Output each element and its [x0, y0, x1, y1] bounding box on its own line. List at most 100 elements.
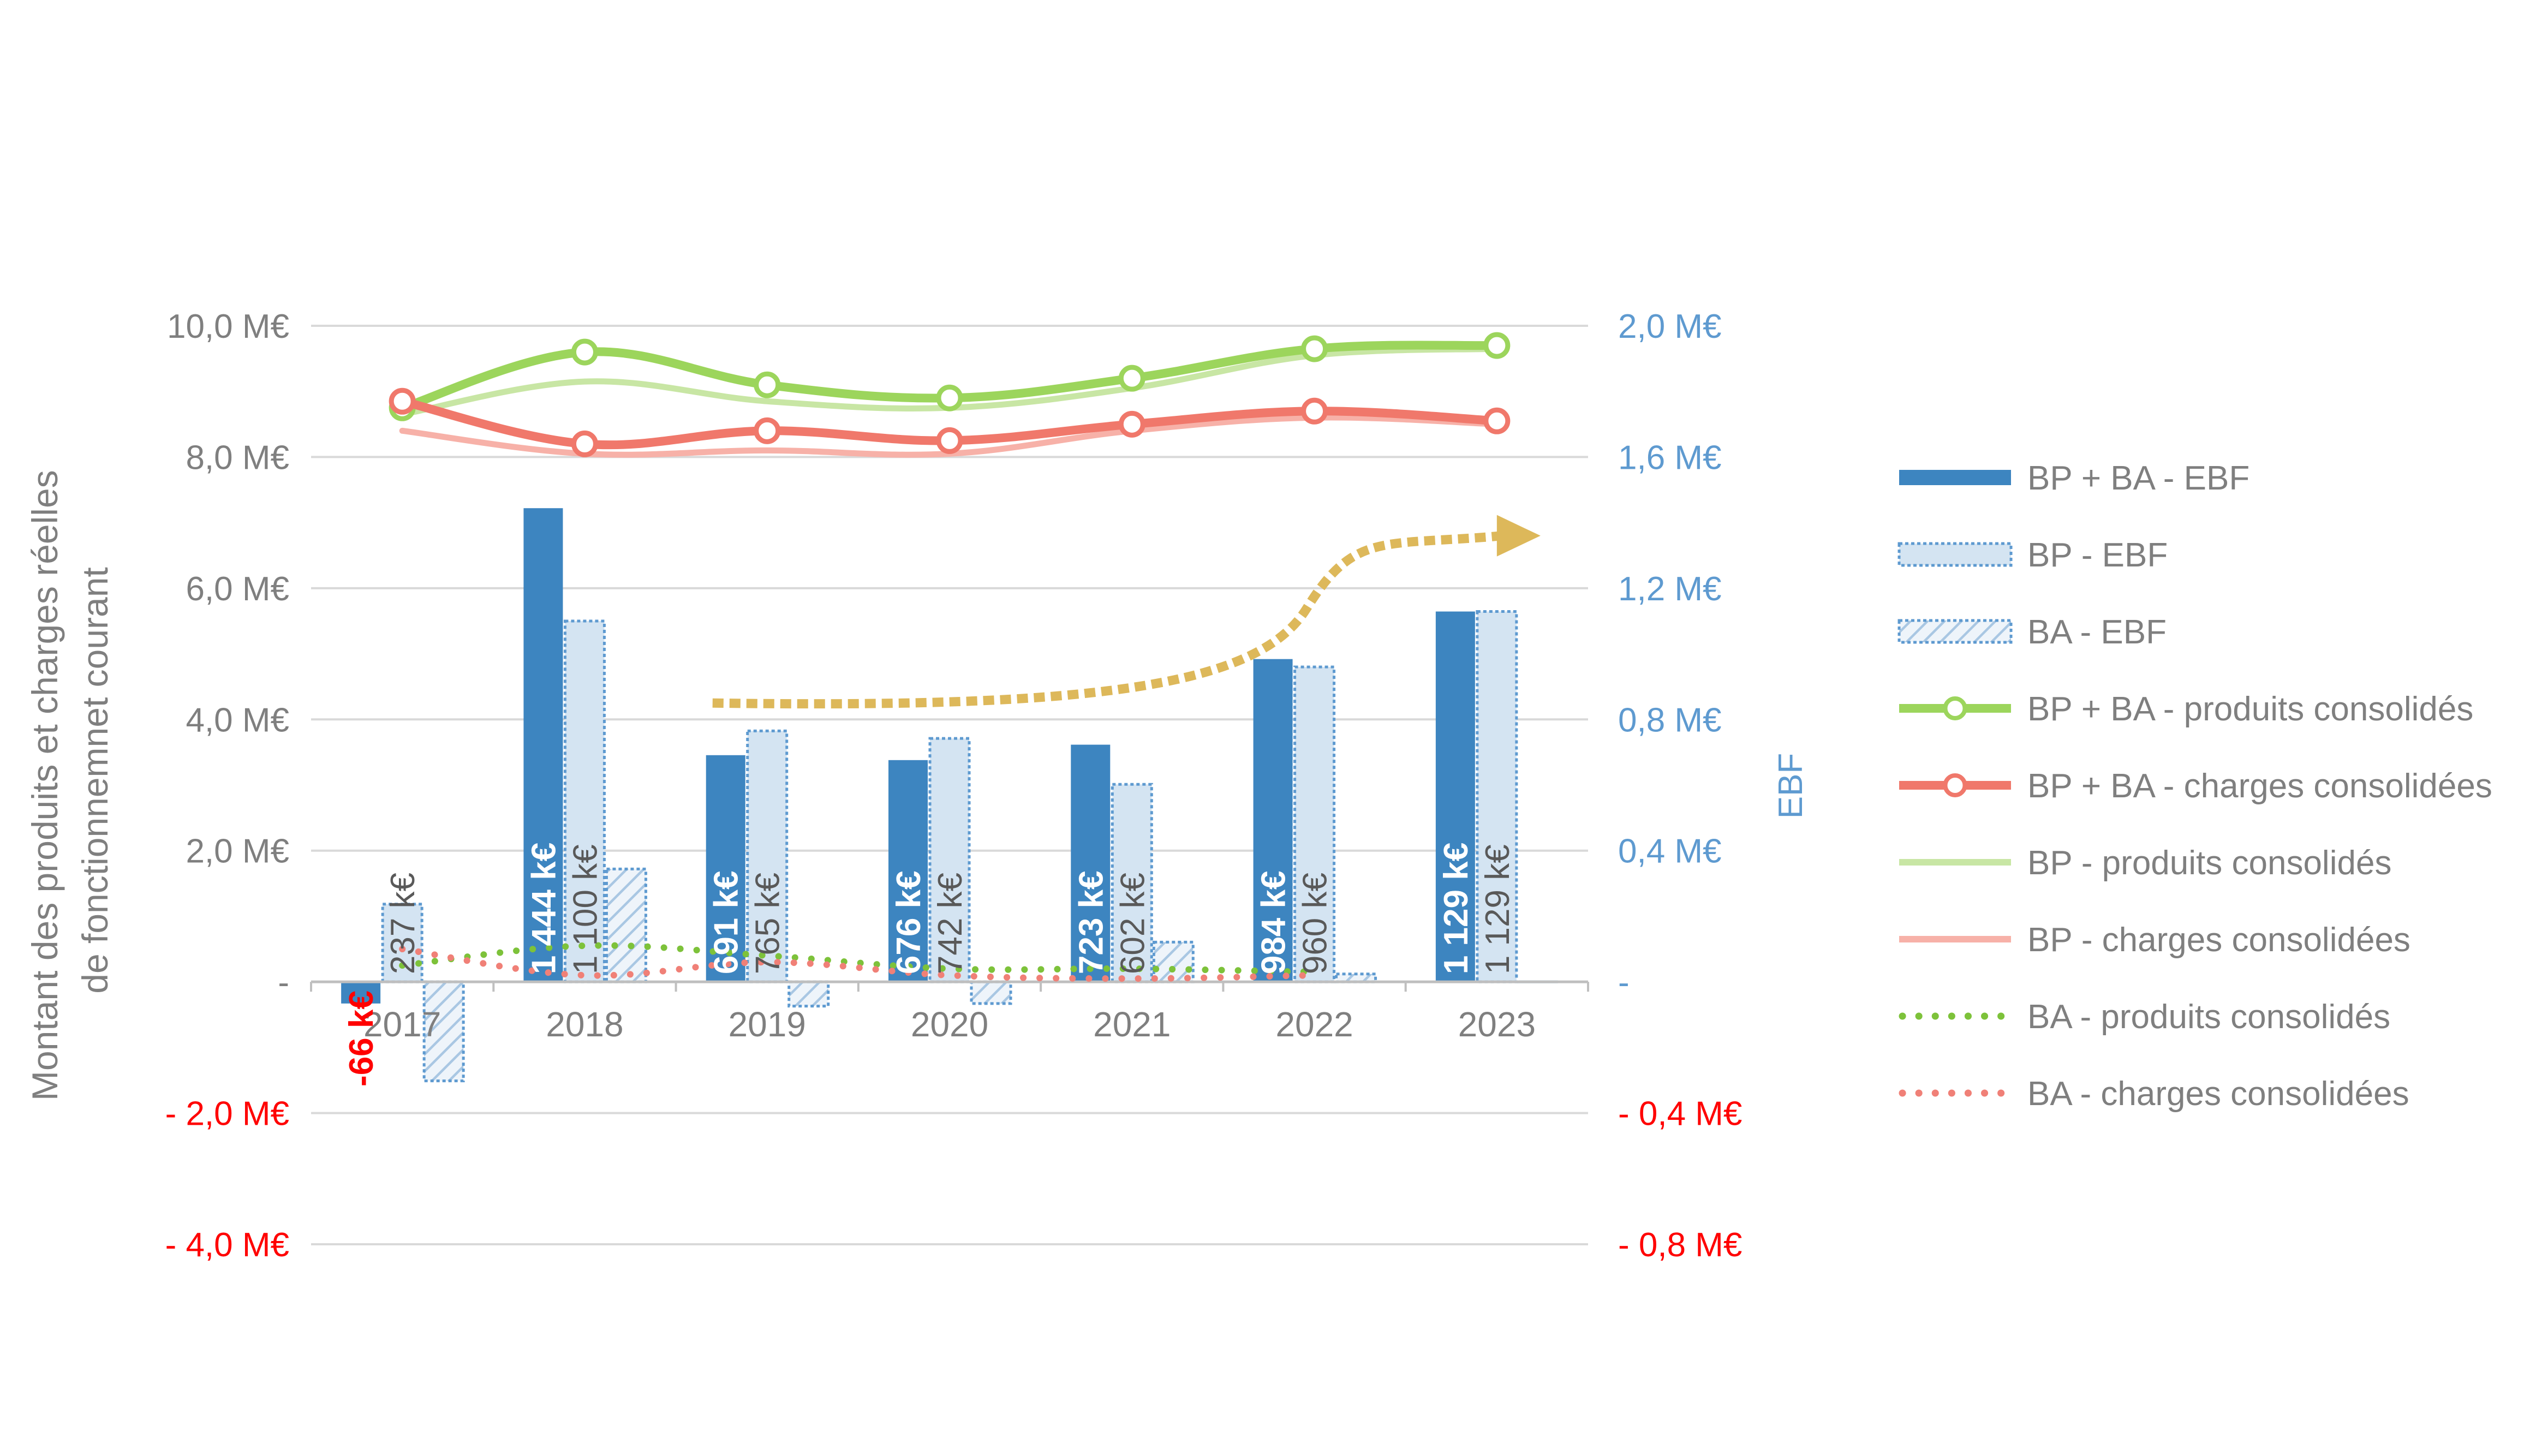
legend-label: BP - charges consolidées	[2027, 921, 2410, 959]
bar	[970, 980, 1012, 1005]
legend-item: BA - charges consolidées	[1899, 1075, 2409, 1113]
line-marker	[571, 338, 598, 366]
bar-data-label: 1 129 k€	[1479, 844, 1517, 974]
bar-series-2	[422, 867, 1560, 1083]
bar-data-label: 742 k€	[932, 873, 969, 974]
trend-arrow-shaft	[712, 531, 1503, 709]
line-marker	[1483, 407, 1511, 434]
legend-label: BA - produits consolidés	[2027, 998, 2390, 1036]
line-marker	[1483, 332, 1511, 359]
right-axis-title: EBF	[1772, 753, 1810, 819]
bar-data-label: 1 100 k€	[566, 844, 604, 974]
bar-data-label: 1 129 k€	[1437, 843, 1475, 974]
category-labels: 2017 2018 2019 2020 2021 2022 2023	[363, 1005, 1536, 1044]
legend-item: BP + BA - produits consolidés	[1899, 690, 2473, 728]
line-marker	[571, 430, 598, 457]
category-label: 2020	[911, 1005, 988, 1044]
bar-data-label: 765 k€	[749, 873, 787, 974]
line-marker	[1118, 365, 1145, 392]
category-label: 2017	[363, 1005, 441, 1044]
legend-marker	[1943, 696, 1967, 720]
left-tick-label: - 2,0 M€	[165, 1095, 289, 1133]
legend-swatch	[1897, 619, 2013, 644]
legend-item: BA - produits consolidés	[1899, 998, 2390, 1036]
bar	[381, 903, 423, 983]
left-tick-label: 4,0 M€	[186, 701, 289, 739]
line-marker	[389, 387, 416, 415]
bar-series	[341, 508, 1560, 1083]
bar-data-label: 691 k€	[708, 871, 745, 975]
legend-label: BA - charges consolidées	[2027, 1075, 2409, 1113]
legend-item: BP + BA - charges consolidées	[1899, 767, 2492, 805]
series-line	[399, 946, 1318, 982]
category-label: 2021	[1093, 1005, 1171, 1044]
bar	[1476, 610, 1518, 983]
bar	[1253, 659, 1293, 982]
left-tick-label: - 4,0 M€	[165, 1226, 289, 1264]
bar-data-label: 984 k€	[1255, 871, 1293, 975]
bar	[563, 619, 606, 983]
bar	[341, 982, 381, 1004]
left-tick-label: 6,0 M€	[186, 570, 289, 608]
legend-label: BP + BA - EBF	[2027, 460, 2249, 497]
right-tick-label: 1,2 M€	[1618, 570, 1722, 608]
line-series	[389, 332, 1511, 982]
legend-swatch	[1897, 542, 2013, 567]
category-label: 2022	[1275, 1005, 1353, 1044]
bar	[1111, 783, 1153, 983]
line-marker	[754, 371, 781, 398]
bar	[746, 729, 789, 983]
bar-series-0	[341, 508, 1475, 1004]
right-tick-label: 0,4 M€	[1618, 833, 1722, 870]
category-label: 2023	[1458, 1005, 1536, 1044]
line-marker	[754, 417, 781, 444]
trend-arrow	[712, 515, 1541, 709]
line-marker	[1118, 410, 1145, 438]
bar-series-1	[381, 610, 1518, 983]
legend-swatch	[1899, 470, 2011, 485]
right-tick-label: 0,8 M€	[1618, 701, 1722, 739]
left-tick-label: -	[278, 964, 289, 1001]
right-tick-label: -	[1618, 964, 1630, 1001]
trend-arrow-head	[1496, 515, 1541, 557]
right-tick-label: 2,0 M€	[1618, 308, 1722, 345]
left-axis-title-line-1: Montant des produits et charges réelles	[25, 470, 65, 1101]
legend-label: BP + BA - produits consolidés	[2027, 690, 2473, 728]
legend-item: BP - EBF	[1897, 536, 2168, 574]
left-axis-title-line-2: de fonctionnemnet courant	[75, 567, 115, 994]
legend-item: BP - produits consolidés	[1899, 844, 2391, 882]
category-label: 2018	[546, 1005, 623, 1044]
bar	[706, 755, 745, 982]
line-series-0	[389, 332, 1511, 421]
line-marker	[1301, 397, 1328, 425]
line-series-5	[399, 946, 1318, 982]
bar-data-label: 723 k€	[1072, 871, 1110, 975]
legend-item: BP + BA - EBF	[1899, 460, 2249, 497]
legend-label: BP - produits consolidés	[2027, 844, 2391, 882]
bar	[787, 980, 830, 1008]
legend-marker	[1943, 773, 1967, 797]
line-marker	[1301, 335, 1328, 362]
legend-label: BP - EBF	[2027, 536, 2168, 574]
line-series-4	[399, 942, 1318, 976]
left-axis-title: Montant des produits et charges réelles …	[25, 460, 115, 1101]
bar	[1071, 744, 1111, 982]
bar	[888, 760, 928, 982]
line-marker	[936, 384, 963, 411]
bar-data-labels: -66 k€ 1 444 k€ 691 k€ 676 k€ 723 k€ 984 k€ 1 …	[343, 843, 1517, 1087]
right-tick-label: - 0,4 M€	[1618, 1095, 1742, 1133]
legend-label: BA - EBF	[2027, 613, 2167, 651]
bar	[605, 867, 647, 983]
left-tick-label: 10,0 M€	[167, 308, 289, 345]
bar	[1435, 611, 1475, 982]
line-marker	[936, 427, 963, 454]
bar-data-label: 237 k€	[384, 873, 422, 974]
bar-data-label: 1 444 k€	[525, 843, 563, 974]
left-axis: 10,0 M€ 8,0 M€ 6,0 M€ 4,0 M€ 2,0 M€ - - 2,0 M€…	[165, 308, 289, 1264]
bar	[1293, 665, 1336, 983]
series-line	[399, 942, 1318, 976]
category-label: 2019	[729, 1005, 806, 1044]
legend-item: BA - EBF	[1897, 613, 2167, 651]
bar	[523, 508, 563, 982]
